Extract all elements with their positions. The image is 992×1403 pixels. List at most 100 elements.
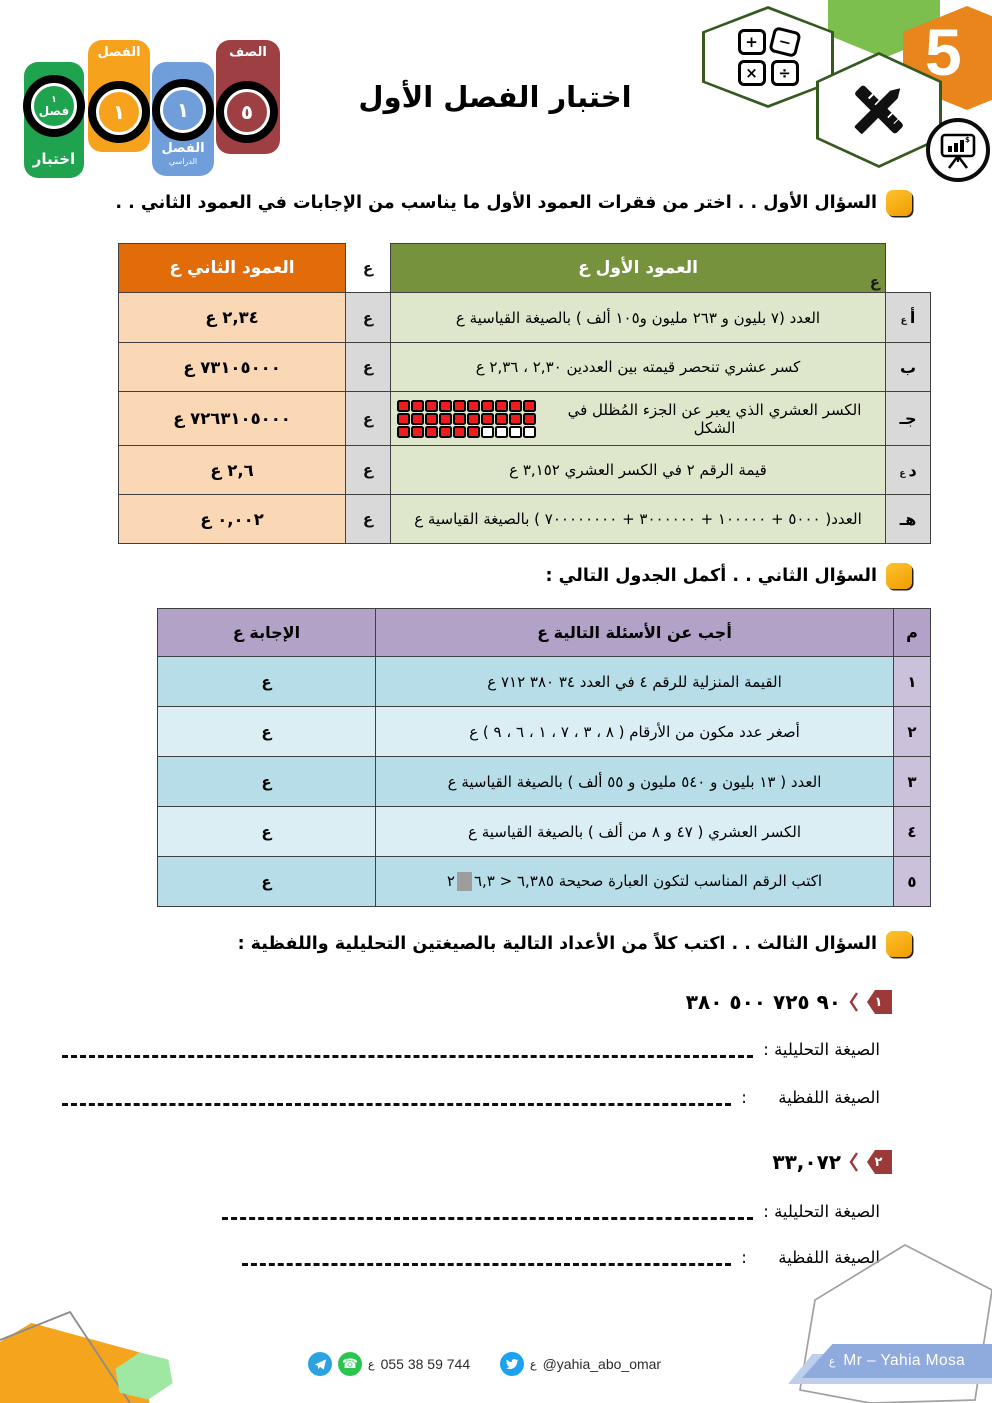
badge-semester-label: الفصل الدراسي (161, 141, 205, 166)
question1-heading: السؤال الأول . . اختر من فقرات العمود ال… (115, 190, 912, 216)
answer-cell: ع (157, 806, 376, 857)
watermark: ع (869, 273, 880, 291)
calculator-icon: + − × ÷ (737, 25, 802, 86)
question-header: أجب عن الأسئلة التالية ع (375, 608, 894, 657)
answer-cell: ع (157, 706, 376, 757)
outline-hexagon-left (0, 1310, 131, 1403)
phone-number: 055 38 59 744 (380, 1356, 471, 1372)
badge-test-label: اختبار (32, 150, 76, 168)
footer-twitter: ع @yahia_abo_omar (500, 1352, 661, 1376)
shaded-square (439, 412, 452, 425)
matching-table: العمود الأول ع ع ع العمود الثاني ع أع ال… (118, 243, 931, 544)
teacher-name: Mr – Yahia Mosa (843, 1352, 966, 1369)
table-row: أع العدد (٧ بليون و ٢٦٣ مليون و١٠٥ ألف )… (118, 292, 931, 343)
whatsapp-icon[interactable]: ☎ (338, 1352, 362, 1376)
letters-header-cell (885, 243, 931, 293)
unshaded-square (523, 425, 536, 438)
twitter-handle: @yahia_abo_omar (542, 1356, 662, 1372)
section-bullet-icon (886, 190, 912, 216)
calculator-hexagon: + − × ÷ (702, 6, 834, 108)
answer-line (62, 1042, 754, 1058)
fill-table: م أجب عن الأسئلة التالية ع الإجابة ع ١ ا… (157, 608, 931, 907)
question2-heading: السؤال الثاني . . أكمل الجدول التالي : (546, 563, 912, 589)
item2-verbal-row: الصيغة اللفظية : (242, 1248, 880, 1267)
section-bullet-icon (886, 563, 912, 589)
outline-hexagon-right (799, 1244, 992, 1403)
shaded-square (467, 399, 480, 412)
shaded-square (411, 399, 424, 412)
item2-analytic-row: الصيغة التحليلية : (222, 1202, 880, 1221)
plus-icon: + (737, 28, 766, 55)
num-header: م (893, 608, 931, 657)
minus-icon: − (767, 25, 802, 58)
watermark: ع (368, 1357, 375, 1371)
badge-chapter-number: ١ (96, 89, 142, 135)
shaded-square (439, 399, 452, 412)
item2-number: ٢ ٣٣,٠٧٢ (772, 1150, 892, 1174)
multiply-icon: × (737, 59, 766, 86)
shaded-square (509, 399, 522, 412)
divide-icon: ÷ (770, 59, 799, 86)
badge-grade-label: الصف (229, 45, 267, 60)
answer-line (242, 1250, 732, 1266)
badge-grade-number: ٥ (224, 89, 270, 135)
shaded-square (425, 425, 438, 438)
answer-cell: ع (157, 756, 376, 807)
answer-line (222, 1204, 754, 1220)
column-b-header: العمود الثاني ع (118, 243, 346, 293)
question3-heading: السؤال الثالث . . اكتب كلاً من الأعداد ا… (238, 931, 912, 957)
badge-semester-number: ١ (160, 87, 206, 133)
shaded-square (467, 425, 480, 438)
shaded-square (439, 425, 452, 438)
chevron-left-icon (849, 992, 858, 1012)
shaded-square (523, 412, 536, 425)
table-row: ٢ أصغر عدد مكون من الأرقام ( ٨ ، ٣ ، ٧ ،… (157, 706, 931, 757)
shaded-square (397, 399, 410, 412)
shaded-square (495, 399, 508, 412)
shaded-square (495, 412, 508, 425)
column-a-header: العمود الأول ع ع (390, 243, 886, 293)
item1-verbal-row: الصيغة اللفظية : (62, 1088, 880, 1107)
twitter-icon[interactable] (500, 1352, 524, 1376)
watermark: ع (828, 1354, 836, 1368)
unshaded-square (495, 425, 508, 438)
shaded-square (425, 412, 438, 425)
shaded-square (397, 425, 410, 438)
shaded-square (509, 412, 522, 425)
svg-text:$: $ (965, 136, 970, 144)
shaded-square (425, 399, 438, 412)
shaded-square (467, 412, 480, 425)
item1-analytic-row: الصيغة التحليلية : (62, 1040, 880, 1059)
presentation-board-circle: $ (926, 118, 990, 182)
section-bullet-icon (886, 931, 912, 957)
answer-cell: ع (157, 656, 376, 707)
table-row: هـ العدد( ٥٠٠٠ + ١٠٠٠٠٠ + ٣٠٠٠٠٠٠ + ٧٠٠٠… (118, 494, 931, 544)
item1-number: ١ ٩٠ ٧٢٥ ٥٠٠ ٣٨٠ (686, 990, 892, 1014)
answer-line (62, 1090, 732, 1106)
table-row: جـ الكسر العشري الذي يعبر عن الجزء المُظ… (118, 391, 931, 446)
shaded-grid (397, 399, 536, 438)
shaded-square (481, 412, 494, 425)
shaded-square (523, 399, 536, 412)
answer-header: الإجابة ع (157, 608, 376, 657)
shaded-square (411, 412, 424, 425)
table-row: دع قيمة الرقم ٢ في الكسر العشري ٣,١٥٢ ع … (118, 445, 931, 495)
shaded-square (411, 425, 424, 438)
shaded-square (481, 399, 494, 412)
badge-test-circle: ١ فصل (31, 83, 77, 129)
footer-phone: ☎ ع 055 38 59 744 (308, 1352, 470, 1376)
table-row: ٤ الكسر العشري ( ٤٧ و ٨ من ألف ) بالصيغة… (157, 806, 931, 857)
chevron-left-icon (849, 1152, 858, 1172)
shaded-square (453, 412, 466, 425)
name-ribbon: ع Mr – Yahia Mosa (802, 1344, 992, 1378)
telegram-icon[interactable] (308, 1352, 332, 1376)
pencil-ruler-icon (844, 75, 914, 145)
missing-digit-box (456, 872, 472, 891)
unshaded-square (481, 425, 494, 438)
badge-chapter-label: الفصل (97, 45, 141, 60)
spacer-header-cell: ع (345, 243, 391, 293)
item-number-badge: ١ (867, 990, 892, 1014)
presentation-chart-icon: $ (940, 133, 976, 169)
answer-cell: ع (157, 856, 376, 907)
